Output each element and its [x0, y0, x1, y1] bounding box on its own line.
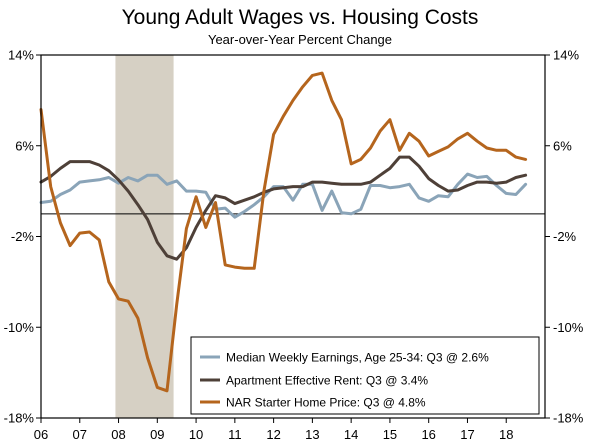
x-tick-label: 18: [499, 427, 513, 442]
y-tick-label-right: 14%: [553, 48, 579, 63]
legend-label-home-price: NAR Starter Home Price: Q3 @ 4.8%: [226, 396, 426, 410]
series-line-rent: [39, 155, 528, 261]
y-tick-label-left: -18%: [4, 411, 35, 426]
x-tick-label: 16: [421, 427, 435, 442]
recession-band: [115, 55, 174, 418]
x-tick-label: 13: [305, 427, 319, 442]
y-tick-label-right: -18%: [553, 411, 584, 426]
series-line-home-price: [39, 71, 528, 393]
legend-label-wages: Median Weekly Earnings, Age 25-34: Q3 @ …: [226, 351, 489, 365]
y-tick-label-left: 6%: [15, 138, 34, 153]
chart-title: Young Adult Wages vs. Housing Costs: [122, 6, 479, 29]
y-tick-label-left: -2%: [11, 229, 35, 244]
ticks-layer: 14% 14%6% 6%-2% -2%-10% -10%-18% -18%06 07 08 09…: [4, 48, 584, 443]
y-tick-label-left: 14%: [8, 48, 34, 63]
x-tick-label: 17: [460, 427, 474, 442]
legend-box: [190, 336, 540, 415]
x-tick-label: 06: [34, 427, 48, 442]
legend-label-rent: Apartment Effective Rent: Q3 @ 3.4%: [226, 374, 428, 388]
chart-subtitle: Year-over-Year Percent Change: [208, 32, 392, 47]
y-tick-label-left: -10%: [4, 320, 35, 335]
x-tick-label: 08: [111, 427, 125, 442]
y-tick-label-right: 6%: [553, 138, 572, 153]
x-tick-label: 12: [266, 427, 280, 442]
x-tick-label: 11: [228, 427, 242, 442]
x-tick-label: 09: [150, 427, 164, 442]
legend: Median Weekly Earnings, Age 25-34: Q3 @ …: [190, 336, 540, 415]
y-tick-label-right: -10%: [553, 320, 584, 335]
x-tick-label: 15: [383, 427, 397, 442]
y-tick-label-right: -2%: [553, 229, 577, 244]
series-layer: [39, 71, 528, 393]
x-tick-label: 07: [73, 427, 87, 442]
x-tick-label: 14: [344, 427, 358, 442]
series-line-wages: [39, 172, 528, 219]
x-tick-label: 10: [189, 427, 203, 442]
